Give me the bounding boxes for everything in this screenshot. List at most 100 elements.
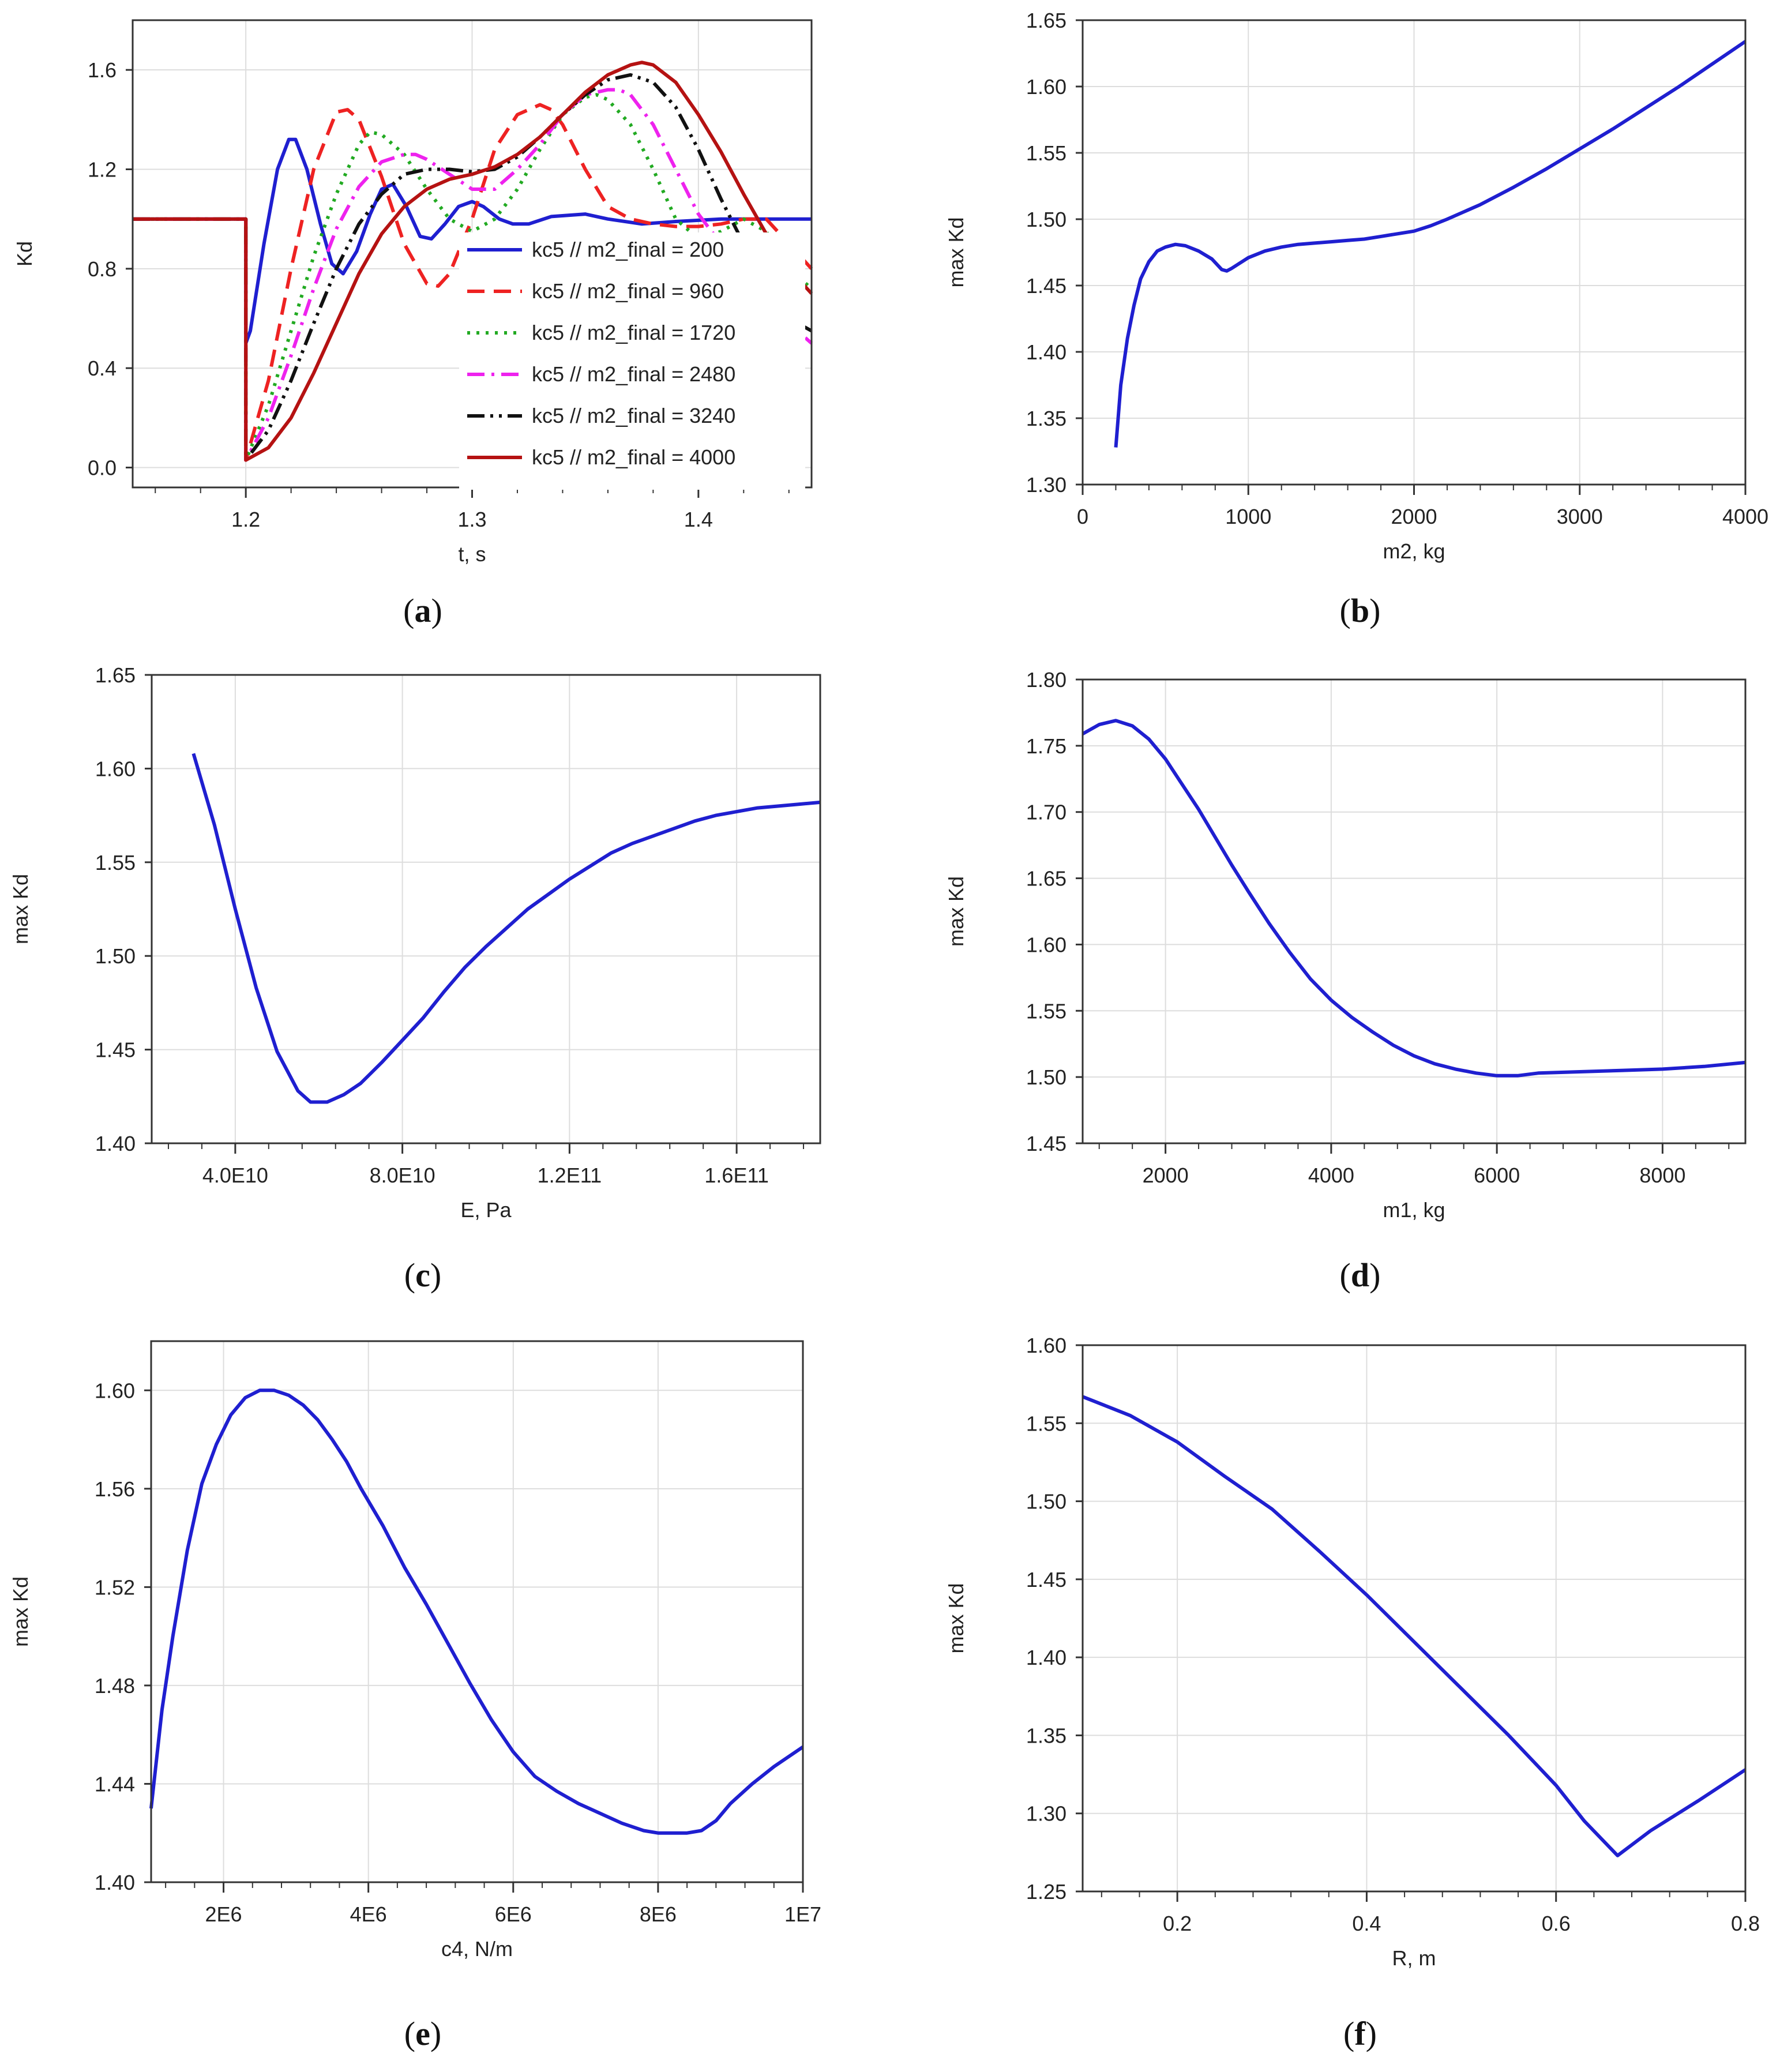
y-tick-label: 1.75 bbox=[1026, 734, 1067, 758]
y-tick-label: 1.40 bbox=[1026, 1646, 1067, 1669]
series-line-a-1 bbox=[133, 103, 813, 462]
y-axis-label: Kd bbox=[13, 241, 36, 266]
y-tick-label: 1.65 bbox=[1026, 867, 1067, 891]
y-tick-label: 1.60 bbox=[1026, 1334, 1067, 1357]
y-tick-label: 1.25 bbox=[1026, 1880, 1067, 1904]
series-line-a-3 bbox=[133, 88, 813, 462]
chart-panel-e: 2E6 4E6 6E6 8E6 1E7 1.40 1.44 1.48 1.52 1.56 1.60 c… bbox=[9, 1340, 821, 2052]
x-tick-label: 1.2E11 bbox=[538, 1163, 602, 1187]
y-tick-label: 1.45 bbox=[1026, 1568, 1067, 1591]
y-tick-label: 1.55 bbox=[1026, 141, 1067, 165]
y-tick-label: 1.70 bbox=[1026, 801, 1067, 824]
panel-caption: (d) bbox=[1340, 1256, 1381, 1294]
y-tick-label: 1.50 bbox=[1026, 1065, 1067, 1089]
legend: kc5 // m2_final = 200 kc5 // m2_final = 9… bbox=[459, 232, 805, 490]
series-line-b-0 bbox=[1114, 40, 1747, 448]
y-axis-label: max Kd bbox=[944, 217, 968, 287]
legend-box bbox=[459, 232, 805, 490]
panel-caption: (c) bbox=[404, 1256, 441, 1294]
x-tick-label: 0.2 bbox=[1163, 1912, 1192, 1935]
y-tick-label: 1.50 bbox=[1026, 1490, 1067, 1514]
panel-letter: d bbox=[1351, 1256, 1369, 1294]
plot-frame bbox=[1081, 678, 1747, 1144]
x-tick-label: 8E6 bbox=[640, 1902, 677, 1926]
plot-frame bbox=[150, 1340, 804, 1883]
x-tick-label: 8.0E10 bbox=[370, 1163, 435, 1187]
y-tick-label: 1.55 bbox=[1026, 1412, 1067, 1435]
y-tick-label: 0.0 bbox=[88, 456, 117, 480]
x-tick-label: 0.8 bbox=[1731, 1912, 1760, 1935]
x-tick-label: 1E7 bbox=[784, 1902, 821, 1926]
y-tick-label: 1.2 bbox=[88, 158, 117, 182]
y-tick-label: 1.52 bbox=[95, 1575, 135, 1599]
x-tick-label: 1.6E11 bbox=[704, 1163, 768, 1187]
panel-letter: f bbox=[1354, 2015, 1366, 2052]
panel-caption: (e) bbox=[404, 2015, 441, 2052]
y-axis-label: max Kd bbox=[944, 1583, 968, 1653]
y-tick-label: 1.35 bbox=[1026, 1724, 1067, 1747]
series-line-a-0 bbox=[133, 137, 812, 346]
y-tick-label: 1.65 bbox=[1026, 9, 1067, 32]
x-tick-label: 1000 bbox=[1225, 505, 1271, 528]
panel-caption: (f) bbox=[1343, 2015, 1377, 2052]
y-tick-label: 1.30 bbox=[1026, 473, 1067, 497]
series-line-f-0 bbox=[1081, 1395, 1747, 1857]
chart-panel-a: 1.2 1.3 1.4 0.0 0.4 0.8 1.2 1.6 t, s Kd (a) kc5 // … bbox=[13, 19, 813, 629]
y-axis-label: max Kd bbox=[9, 1576, 32, 1647]
y-tick-label: 1.80 bbox=[1026, 668, 1067, 692]
legend-entry: kc5 // m2_final = 4000 bbox=[532, 445, 735, 469]
x-axis-label: E, Pa bbox=[460, 1198, 512, 1222]
series-line-e-0 bbox=[149, 1388, 804, 1835]
series-line-d-0 bbox=[1081, 719, 1746, 1078]
x-axis-label: R, m bbox=[1392, 1946, 1436, 1970]
x-tick-label: 0 bbox=[1077, 505, 1088, 528]
y-tick-label: 0.8 bbox=[88, 257, 117, 281]
plot-frame bbox=[1081, 1344, 1747, 1893]
y-tick-label: 1.45 bbox=[1026, 274, 1067, 298]
legend-entry: kc5 // m2_final = 3240 bbox=[532, 404, 735, 427]
y-tick-label: 1.30 bbox=[1026, 1802, 1067, 1826]
chart-panel-d: 2000 4000 6000 8000 1.45 1.50 1.55 1.60 1.65 1.70… bbox=[944, 668, 1747, 1294]
legend-entry: kc5 // m2_final = 960 bbox=[532, 279, 724, 303]
x-tick-label: 0.6 bbox=[1542, 1912, 1571, 1935]
legend-entry: kc5 // m2_final = 1720 bbox=[532, 321, 735, 344]
y-tick-label: 1.45 bbox=[95, 1038, 136, 1062]
x-tick-label: 2000 bbox=[1143, 1163, 1189, 1187]
y-tick-label: 1.40 bbox=[95, 1871, 135, 1894]
y-tick-label: 1.55 bbox=[1026, 999, 1067, 1023]
y-tick-label: 1.60 bbox=[95, 1379, 135, 1402]
y-tick-label: 1.6 bbox=[88, 58, 117, 82]
panel-letter: a bbox=[415, 592, 431, 629]
x-axis-label: m2, kg bbox=[1383, 539, 1445, 563]
x-tick-label: 4E6 bbox=[350, 1902, 387, 1926]
x-tick-label: 8000 bbox=[1639, 1163, 1685, 1187]
y-tick-label: 1.44 bbox=[95, 1772, 135, 1796]
y-axis-label: max Kd bbox=[9, 874, 32, 944]
legend-entry: kc5 // m2_final = 2480 bbox=[532, 362, 735, 386]
y-tick-label: 1.40 bbox=[1026, 340, 1067, 364]
x-tick-label: 2000 bbox=[1391, 505, 1437, 528]
series-line-c-0 bbox=[191, 753, 821, 1104]
y-tick-label: 1.50 bbox=[1026, 208, 1067, 231]
plot-frame bbox=[151, 674, 821, 1144]
y-tick-label: 1.60 bbox=[95, 757, 136, 780]
y-tick-label: 1.60 bbox=[1026, 75, 1067, 99]
x-tick-label: 6E6 bbox=[495, 1902, 532, 1926]
series-line-a-4 bbox=[133, 73, 813, 462]
panel-letter: b bbox=[1351, 592, 1369, 629]
y-tick-label: 1.35 bbox=[1026, 407, 1067, 430]
x-tick-label: 1.2 bbox=[231, 508, 260, 531]
x-tick-label: 1.4 bbox=[684, 508, 713, 531]
y-tick-label: 1.56 bbox=[95, 1477, 135, 1501]
panel-caption: (a) bbox=[403, 592, 442, 629]
y-tick-label: 1.60 bbox=[1026, 933, 1067, 956]
y-tick-label: 1.50 bbox=[95, 944, 136, 968]
legend-entry: kc5 // m2_final = 200 bbox=[532, 238, 724, 261]
y-tick-label: 1.48 bbox=[95, 1674, 135, 1698]
panel-caption: (b) bbox=[1340, 592, 1381, 629]
x-tick-label: 1.3 bbox=[457, 508, 486, 531]
y-axis-label: max Kd bbox=[944, 876, 968, 947]
x-axis-label: c4, N/m bbox=[441, 1937, 513, 1961]
y-tick-label: 1.55 bbox=[95, 851, 136, 874]
